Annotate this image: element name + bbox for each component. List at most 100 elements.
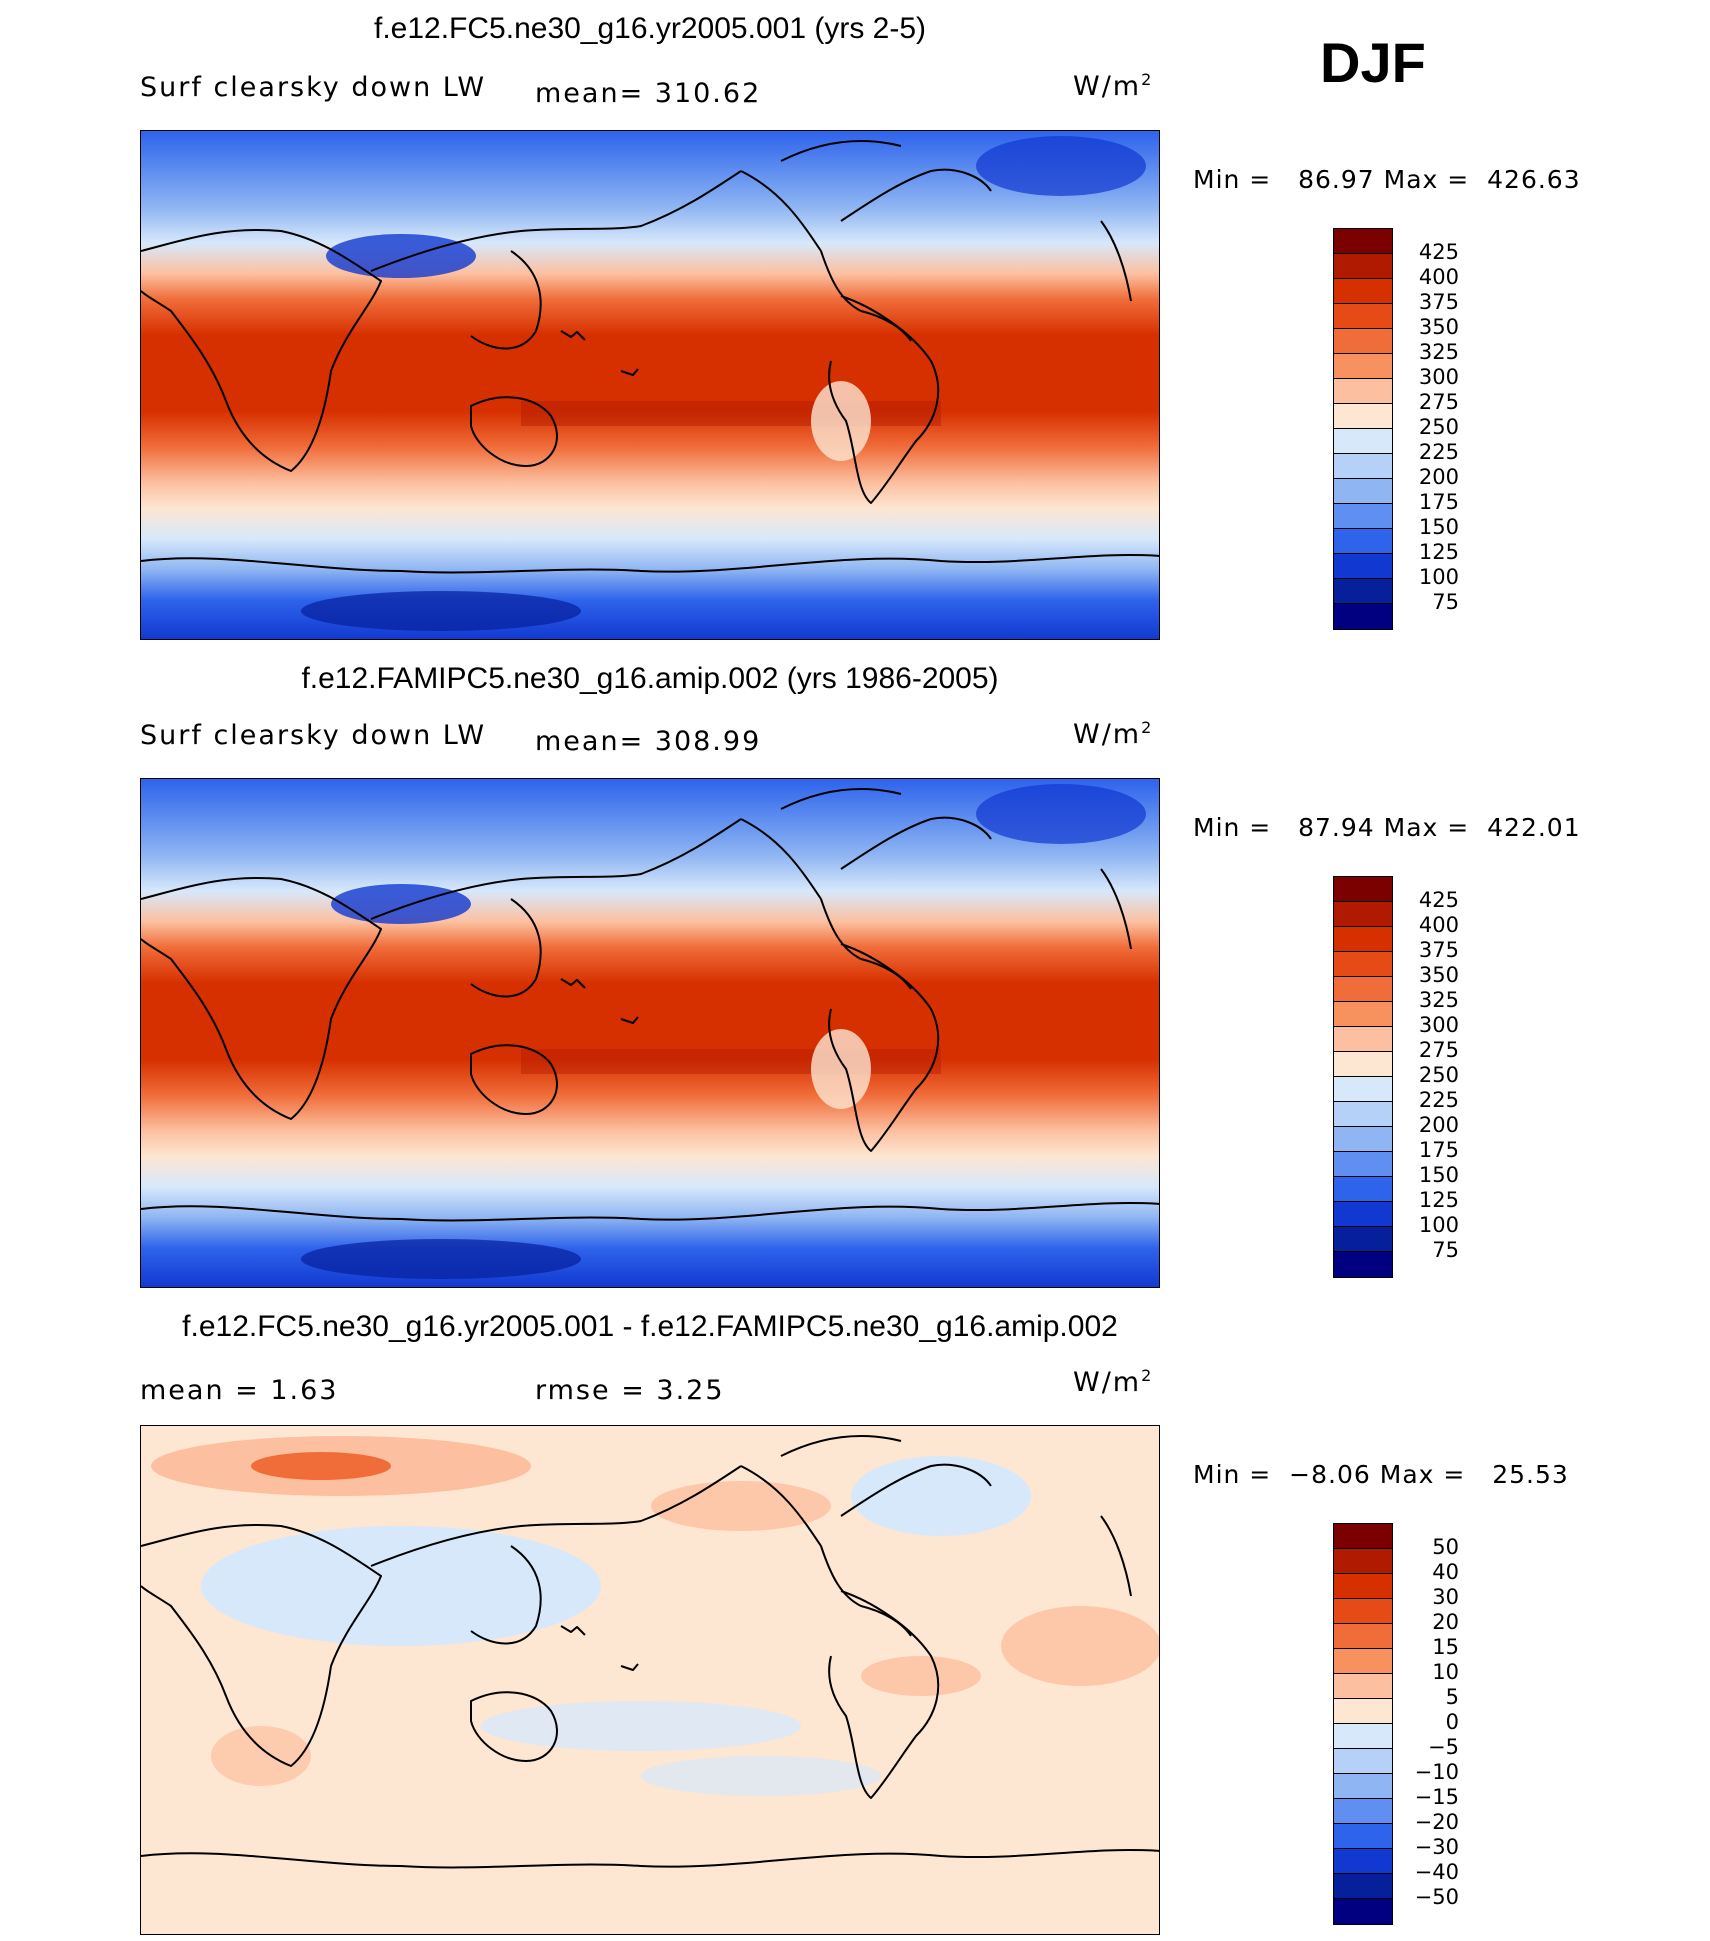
panel-1-variable: Surf clearsky down LW (140, 72, 487, 103)
colorbar-tick-label: 50 (1432, 1535, 1459, 1559)
colorbar-bin (1334, 1524, 1392, 1549)
colorbar-tick-label: −15 (1414, 1785, 1459, 1809)
panel-3-units: W/m2 (1073, 1366, 1152, 1398)
colorbar-bin (1334, 877, 1392, 902)
colorbar-bin (1334, 1252, 1392, 1277)
panel-2-variable: Surf clearsky down LW (140, 720, 487, 751)
panel-1-min-label: Min = (1193, 165, 1272, 194)
panel-3-title: f.e12.FC5.ne30_g16.yr2005.001 - f.e12.FA… (182, 1310, 1118, 1343)
colorbar-tick-label: 30 (1432, 1585, 1459, 1609)
colorbar-bin (1334, 504, 1392, 529)
colorbar-bin (1334, 279, 1392, 304)
colorbar-bin (1334, 1052, 1392, 1077)
colorbar-tick-label: −30 (1414, 1835, 1459, 1859)
colorbar-bin (1334, 1874, 1392, 1899)
panel-2-minmax: Min = 87.94 Max = 422.01 (1193, 813, 1581, 842)
colorbar-tick-label: 250 (1418, 415, 1459, 439)
colorbar-bin (1334, 1799, 1392, 1824)
panel-3-map (140, 1425, 1160, 1935)
panel-1-min: 86.97 (1298, 165, 1375, 194)
colorbar-tick-label: 375 (1418, 938, 1459, 962)
colorbar-tick-label: 325 (1418, 340, 1459, 364)
colorbar-tick-label: 75 (1432, 590, 1459, 614)
panel-2-title: f.e12.FAMIPC5.ne30_g16.amip.002 (yrs 198… (301, 662, 999, 695)
panel-1-max-label: Max = (1383, 165, 1470, 194)
colorbar-tick-label: 250 (1418, 1063, 1459, 1087)
colorbar-bin (1334, 529, 1392, 554)
colorbar-tick-label: 15 (1432, 1635, 1459, 1659)
colorbar-bin (1334, 1599, 1392, 1624)
colorbar-tick-label: 325 (1418, 988, 1459, 1012)
panel-1-colorbar-labels: 425 400 375 350 325 300 275 250 225 200 … (1395, 240, 1463, 615)
colorbar-bin (1334, 379, 1392, 404)
panel-2-colorbar (1333, 876, 1393, 1278)
colorbar-tick-label: 100 (1418, 565, 1459, 589)
colorbar-bin (1334, 604, 1392, 629)
panel-2-max: 422.01 (1487, 813, 1581, 842)
colorbar-tick-label: −10 (1414, 1760, 1459, 1784)
panel-2-units: W/m2 (1073, 718, 1152, 750)
colorbar-tick-label: 275 (1418, 1038, 1459, 1062)
panel-3-colorbar-labels: 50 40 30 20 15 10 5 0 −5 −10 −15 −20 −30… (1395, 1535, 1463, 1910)
colorbar-tick-label: 175 (1418, 490, 1459, 514)
colorbar-tick-label: 20 (1432, 1610, 1459, 1634)
colorbar-tick-label: 5 (1445, 1685, 1459, 1709)
panel-3-max-label: Max = (1379, 1460, 1466, 1489)
colorbar-tick-label: 175 (1418, 1138, 1459, 1162)
colorbar-bin (1334, 579, 1392, 604)
colorbar-tick-label: 225 (1418, 1088, 1459, 1112)
colorbar-bin (1334, 977, 1392, 1002)
colorbar-tick-label: −50 (1414, 1885, 1459, 1909)
colorbar-bin (1334, 1077, 1392, 1102)
colorbar-tick-label: 350 (1418, 963, 1459, 987)
colorbar-bin (1334, 1027, 1392, 1052)
colorbar-bin (1334, 1824, 1392, 1849)
colorbar-tick-label: 425 (1418, 240, 1459, 264)
colorbar-bin (1334, 404, 1392, 429)
colorbar-bin (1334, 1152, 1392, 1177)
colorbar-bin (1334, 429, 1392, 454)
colorbar-bin (1334, 254, 1392, 279)
colorbar-tick-label: 10 (1432, 1660, 1459, 1684)
colorbar-tick-label: −20 (1414, 1810, 1459, 1834)
colorbar-tick-label: 150 (1418, 1163, 1459, 1187)
colorbar-tick-label: 375 (1418, 290, 1459, 314)
colorbar-bin (1334, 1774, 1392, 1799)
colorbar-tick-label: 125 (1418, 1188, 1459, 1212)
colorbar-tick-label: 300 (1418, 365, 1459, 389)
panel-3-min-label: Min = (1193, 1460, 1272, 1489)
panel-2-min: 87.94 (1298, 813, 1375, 842)
season-label: DJF (1320, 31, 1426, 94)
colorbar-tick-label: 350 (1418, 315, 1459, 339)
panel-1-map (140, 130, 1160, 640)
colorbar-tick-label: 400 (1418, 913, 1459, 937)
colorbar-bin (1334, 1002, 1392, 1027)
colorbar-bin (1334, 902, 1392, 927)
colorbar-tick-label: 0 (1445, 1710, 1459, 1734)
panel-2-min-label: Min = (1193, 813, 1272, 842)
colorbar-bin (1334, 1177, 1392, 1202)
panel-3-max: 25.53 (1492, 1460, 1569, 1489)
colorbar-bin (1334, 1127, 1392, 1152)
colorbar-bin (1334, 1574, 1392, 1599)
colorbar-tick-label: 275 (1418, 390, 1459, 414)
colorbar-tick-label: 400 (1418, 265, 1459, 289)
colorbar-bin (1334, 229, 1392, 254)
colorbar-bin (1334, 1849, 1392, 1874)
panel-1-minmax: Min = 86.97 Max = 426.63 (1193, 165, 1581, 194)
colorbar-tick-label: 40 (1432, 1560, 1459, 1584)
colorbar-bin (1334, 1624, 1392, 1649)
colorbar-bin (1334, 1549, 1392, 1574)
panel-2-map (140, 778, 1160, 1288)
colorbar-bin (1334, 1202, 1392, 1227)
colorbar-bin (1334, 1649, 1392, 1674)
colorbar-bin (1334, 927, 1392, 952)
colorbar-bin (1334, 304, 1392, 329)
colorbar-tick-label: 225 (1418, 440, 1459, 464)
colorbar-tick-label: 75 (1432, 1238, 1459, 1262)
panel-2-colorbar-labels: 425 400 375 350 325 300 275 250 225 200 … (1395, 888, 1463, 1263)
colorbar-tick-label: 150 (1418, 515, 1459, 539)
panel-2-mean: mean= 308.99 (535, 726, 762, 757)
panel-3-rmse: rmse = 3.25 (535, 1375, 725, 1406)
colorbar-bin (1334, 1674, 1392, 1699)
